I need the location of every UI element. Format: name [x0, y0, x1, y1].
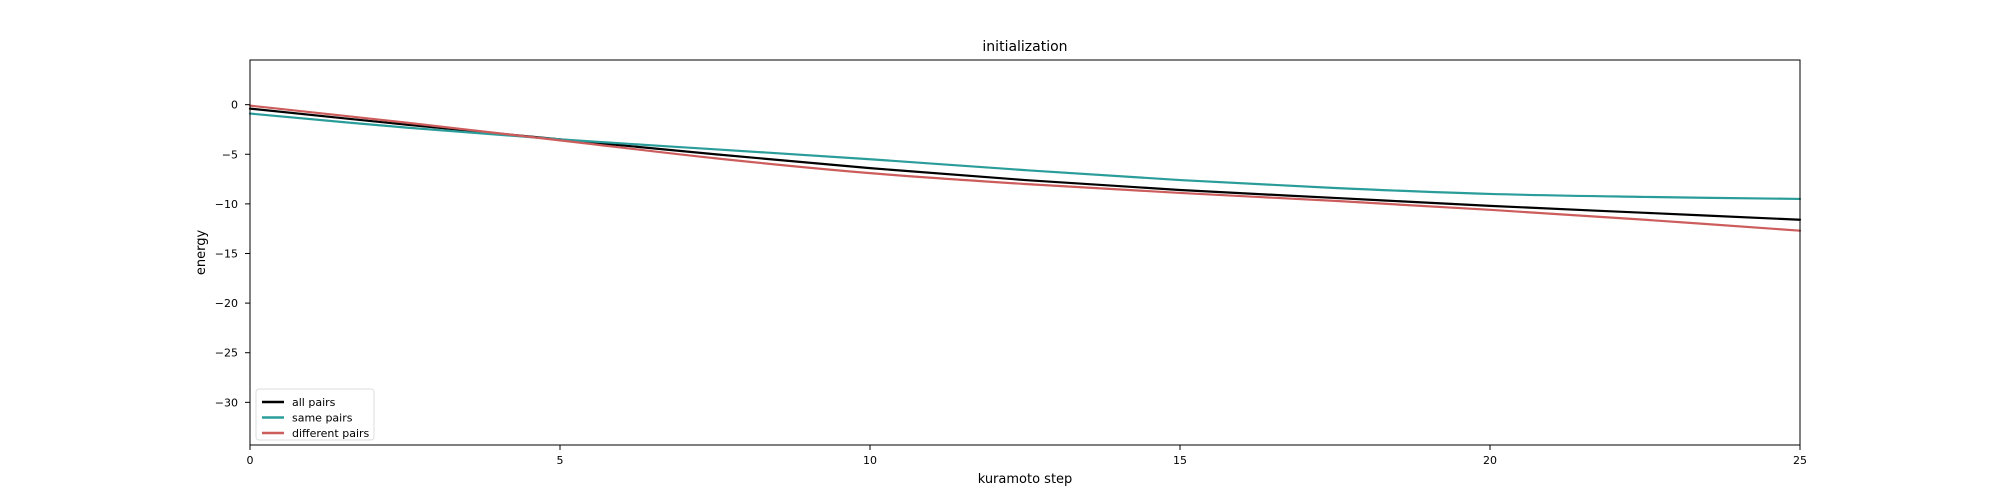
y-tick-label: −25 — [215, 347, 238, 360]
y-tick-label: −20 — [215, 297, 238, 310]
x-tick-label: 10 — [863, 454, 877, 467]
x-tick-label: 20 — [1483, 454, 1497, 467]
y-tick-label: −30 — [215, 396, 238, 409]
x-axis-ticks: 0 5 10 15 20 25 — [247, 445, 1807, 467]
y-axis-label: energy — [194, 230, 209, 276]
x-tick-label: 0 — [247, 454, 254, 467]
x-tick-label: 15 — [1173, 454, 1187, 467]
plot-area-frame — [249, 59, 1801, 446]
legend-label-same-pairs: same pairs — [292, 412, 353, 425]
y-tick-label: −10 — [215, 198, 238, 211]
legend: all pairs same pairs different pairs — [255, 388, 375, 441]
y-tick-label: −5 — [222, 148, 238, 161]
chart-title: initialization — [982, 39, 1067, 55]
legend-label-different-pairs: different pairs — [292, 427, 370, 440]
series-lines — [248, 104, 1802, 232]
series-line-different-pairs — [248, 104, 1802, 232]
y-axis-ticks: 0 −5 −10 −15 −20 −25 −30 — [215, 99, 250, 409]
y-tick-label: 0 — [231, 99, 238, 112]
y-tick-label: −15 — [215, 247, 238, 260]
legend-box — [255, 388, 375, 441]
legend-label-all-pairs: all pairs — [292, 396, 336, 409]
x-tick-label: 25 — [1793, 454, 1807, 467]
x-axis-label: kuramoto step — [978, 472, 1073, 487]
x-tick-label: 5 — [557, 454, 564, 467]
